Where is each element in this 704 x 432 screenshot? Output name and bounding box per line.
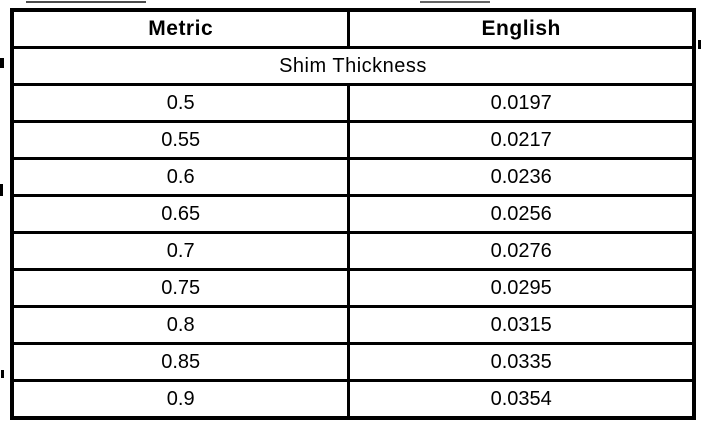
cell-english: 0.0315 bbox=[347, 305, 696, 345]
scan-artifact bbox=[698, 40, 701, 49]
column-header-metric: Metric bbox=[10, 8, 351, 49]
cell-metric: 0.9 bbox=[10, 379, 351, 420]
scan-artifact bbox=[0, 58, 4, 68]
scan-artifact bbox=[1, 370, 4, 378]
scan-artifact bbox=[26, 1, 146, 3]
table-row: 0.6 0.0236 bbox=[10, 157, 696, 197]
cell-metric: 0.6 bbox=[10, 157, 351, 197]
cell-metric: 0.8 bbox=[10, 305, 351, 345]
cell-english: 0.0295 bbox=[347, 268, 696, 308]
table-row: 0.75 0.0295 bbox=[10, 268, 696, 308]
section-title: Shim Thickness bbox=[10, 46, 696, 86]
cell-english: 0.0335 bbox=[347, 342, 696, 382]
table-row: 0.55 0.0217 bbox=[10, 120, 696, 160]
cell-metric: 0.7 bbox=[10, 231, 351, 271]
table-row: 0.85 0.0335 bbox=[10, 342, 696, 382]
cell-metric: 0.55 bbox=[10, 120, 351, 160]
cell-metric: 0.85 bbox=[10, 342, 351, 382]
scan-artifact bbox=[0, 184, 3, 196]
shim-thickness-table: Metric English Shim Thickness 0.5 0.0197… bbox=[10, 8, 696, 420]
column-header-english: English bbox=[347, 8, 696, 49]
cell-english: 0.0217 bbox=[347, 120, 696, 160]
cell-metric: 0.65 bbox=[10, 194, 351, 234]
cell-english: 0.0256 bbox=[347, 194, 696, 234]
header-row: Metric English bbox=[10, 8, 696, 49]
cell-english: 0.0276 bbox=[347, 231, 696, 271]
section-title-row: Shim Thickness bbox=[10, 46, 696, 86]
scan-artifact bbox=[420, 1, 490, 3]
table-row: 0.65 0.0256 bbox=[10, 194, 696, 234]
cell-english: 0.0354 bbox=[347, 379, 696, 420]
table-row: 0.7 0.0276 bbox=[10, 231, 696, 271]
table-row: 0.5 0.0197 bbox=[10, 83, 696, 123]
table-row: 0.9 0.0354 bbox=[10, 379, 696, 420]
cell-metric: 0.5 bbox=[10, 83, 351, 123]
cell-metric: 0.75 bbox=[10, 268, 351, 308]
cell-english: 0.0236 bbox=[347, 157, 696, 197]
table-row: 0.8 0.0315 bbox=[10, 305, 696, 345]
cell-english: 0.0197 bbox=[347, 83, 696, 123]
